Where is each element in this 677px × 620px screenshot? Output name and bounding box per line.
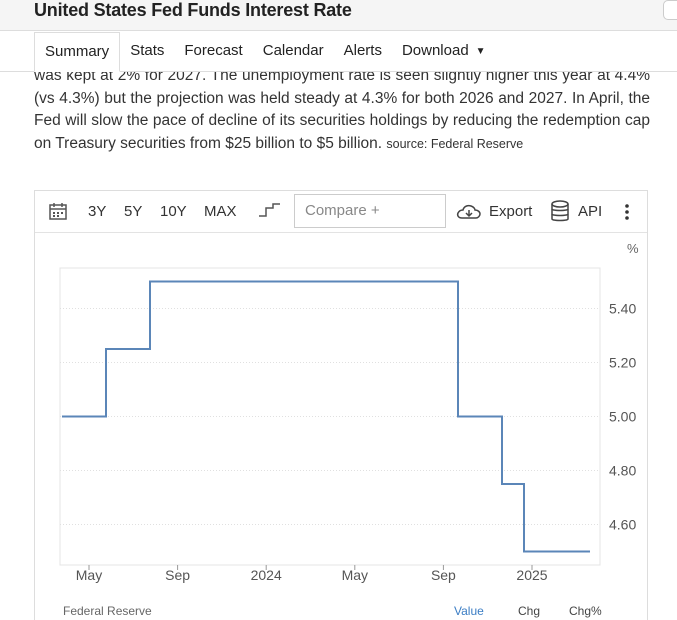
summary-viewport: was kept at 2% for 2027. The unemploymen…: [0, 72, 677, 182]
range-3y[interactable]: 3Y: [88, 191, 106, 233]
footer-col-value[interactable]: Value: [454, 604, 484, 618]
corner-control[interactable]: [663, 0, 677, 20]
source-label[interactable]: source: Federal Reserve: [386, 137, 523, 151]
chart-panel: 3Y 5Y 10Y MAX Compare + Export API %: [34, 190, 648, 620]
api-button[interactable]: API: [578, 191, 602, 233]
page-title: United States Fed Funds Interest Rate: [34, 0, 352, 21]
nav-tabs: Summary Stats Forecast Calendar Alerts D…: [34, 32, 496, 72]
summary-line-cut: was kept at 2% for 2027. The unemploymen…: [34, 72, 610, 84]
step-chart-icon[interactable]: [258, 191, 282, 233]
tab-alerts[interactable]: Alerts: [334, 32, 392, 72]
footer-col-chg-pct[interactable]: Chg%: [569, 604, 602, 618]
tab-forecast[interactable]: Forecast: [174, 32, 252, 72]
footer-source: Federal Reserve: [63, 604, 152, 618]
calendar-icon[interactable]: [49, 191, 67, 233]
range-max[interactable]: MAX: [204, 191, 237, 233]
more-vertical-icon[interactable]: [623, 191, 631, 233]
summary-text: was kept at 2% for 2027. The unemploymen…: [34, 72, 650, 155]
range-10y[interactable]: 10Y: [160, 191, 187, 233]
caret-down-icon: ▼: [476, 46, 486, 57]
export-button[interactable]: Export: [489, 191, 532, 233]
title-bar: United States Fed Funds Interest Rate: [0, 0, 677, 31]
database-icon[interactable]: [550, 191, 570, 233]
tab-stats[interactable]: Stats: [120, 32, 174, 72]
footer-col-chg[interactable]: Chg: [518, 604, 540, 618]
range-5y[interactable]: 5Y: [124, 191, 142, 233]
tab-download-label: Download: [402, 42, 469, 59]
compare-input[interactable]: Compare +: [294, 194, 446, 228]
tab-summary[interactable]: Summary: [34, 32, 120, 72]
tab-calendar[interactable]: Calendar: [253, 32, 334, 72]
chart-toolbar: 3Y 5Y 10Y MAX Compare + Export API: [35, 191, 647, 233]
tab-download[interactable]: Download ▼: [392, 32, 496, 72]
cloud-download-icon[interactable]: [456, 191, 482, 233]
y-unit-label: %: [627, 241, 639, 256]
